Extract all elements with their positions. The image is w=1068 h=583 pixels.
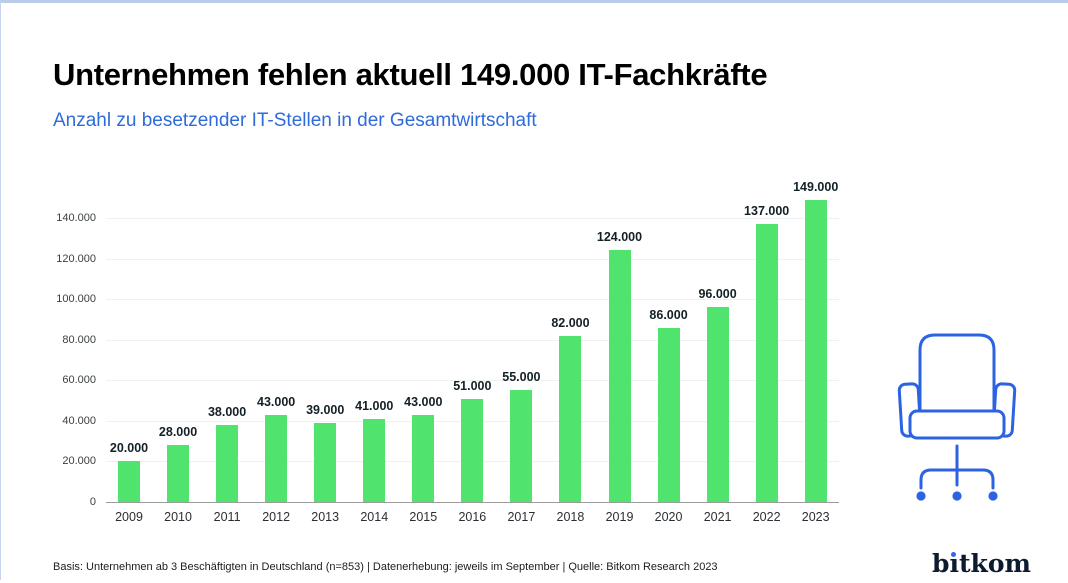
value-label-2021: 96.000 [698, 287, 737, 302]
x-axis-label-2014: 2014 [360, 510, 389, 524]
office-chair-icon [897, 333, 1017, 501]
x-axis-label-2022: 2022 [752, 510, 781, 524]
gridline [106, 258, 839, 260]
x-axis-label-2017: 2017 [507, 510, 536, 524]
y-axis-label: 0 [89, 496, 96, 508]
value-label-2020: 86.000 [649, 307, 688, 322]
value-label-2009: 20.000 [109, 441, 149, 456]
value-label-2010: 28.000 [158, 425, 198, 440]
x-axis-line [106, 502, 839, 503]
value-label-2014: 41.000 [355, 398, 394, 413]
x-axis-label-2020: 2020 [654, 510, 683, 524]
value-label-2013: 39.000 [306, 402, 345, 417]
bar-2014 [363, 418, 386, 502]
value-label-2016: 51.000 [453, 378, 492, 393]
y-axis-label: 120.000 [56, 252, 96, 265]
value-label-2019: 124.000 [596, 230, 643, 245]
bitkom-logo: bı tkom [931, 549, 1031, 578]
logo-i-dot [951, 552, 957, 557]
source-note: Basis: Unternehmen ab 3 Beschäftigten in… [53, 561, 718, 573]
x-axis-label-2021: 2021 [703, 510, 732, 524]
bar-chart: 0 20.000 40.000 60.000 80.000 100.000 120.000 1… [1, 3, 1068, 583]
value-label-2023: 149.000 [793, 179, 839, 194]
value-label-2011: 38.000 [207, 404, 247, 419]
value-label-2012: 43.000 [257, 394, 296, 409]
gridline [106, 218, 839, 219]
gridline [106, 380, 839, 382]
x-axis-label-2019: 2019 [605, 510, 634, 524]
bar-2013 [314, 422, 337, 502]
x-axis-label-2018: 2018 [556, 510, 585, 524]
x-axis-label-2010: 2010 [164, 510, 192, 524]
value-label-2018: 82.000 [551, 315, 590, 330]
x-axis-label-2016: 2016 [458, 510, 487, 524]
bar-2017 [510, 390, 533, 502]
bar-2019 [608, 250, 631, 502]
bar-2020 [657, 327, 680, 502]
bar-2015 [412, 414, 435, 502]
bar-2011 [216, 424, 239, 502]
value-label-2022: 137.000 [744, 204, 790, 219]
bar-2021 [706, 307, 729, 502]
value-label-2017: 55.000 [502, 370, 541, 385]
logo-letter-i: ı [949, 549, 959, 578]
bar-2022 [755, 224, 778, 502]
page-title: Unternehmen fehlen aktuell 149.000 IT-Fa… [53, 57, 768, 92]
y-axis-label: 140.000 [56, 212, 96, 224]
x-axis-label-2015: 2015 [409, 510, 438, 524]
bar-2012 [265, 414, 288, 502]
y-axis-label: 20.000 [62, 455, 96, 468]
x-axis-label-2023: 2023 [801, 510, 830, 524]
bar-2023 [804, 199, 827, 502]
y-axis-label: 60.000 [62, 374, 96, 387]
bar-2010 [167, 445, 190, 502]
page-subtitle: Anzahl zu besetzender IT-Stellen in der … [53, 110, 537, 131]
bar-2016 [461, 398, 484, 502]
y-axis-label: 100.000 [56, 293, 96, 306]
x-axis-label-2011: 2011 [213, 510, 241, 524]
x-axis-label-2013: 2013 [311, 510, 340, 524]
y-axis-label: 40.000 [62, 414, 96, 427]
value-label-2015: 43.000 [404, 394, 443, 409]
gridline [106, 299, 839, 301]
gridline [106, 339, 839, 341]
x-axis-label-2012: 2012 [262, 510, 291, 524]
y-axis-label: 80.000 [62, 333, 96, 346]
bar-2009 [118, 461, 140, 502]
bar-2018 [559, 335, 582, 502]
x-axis-label-2009: 2009 [115, 510, 143, 524]
